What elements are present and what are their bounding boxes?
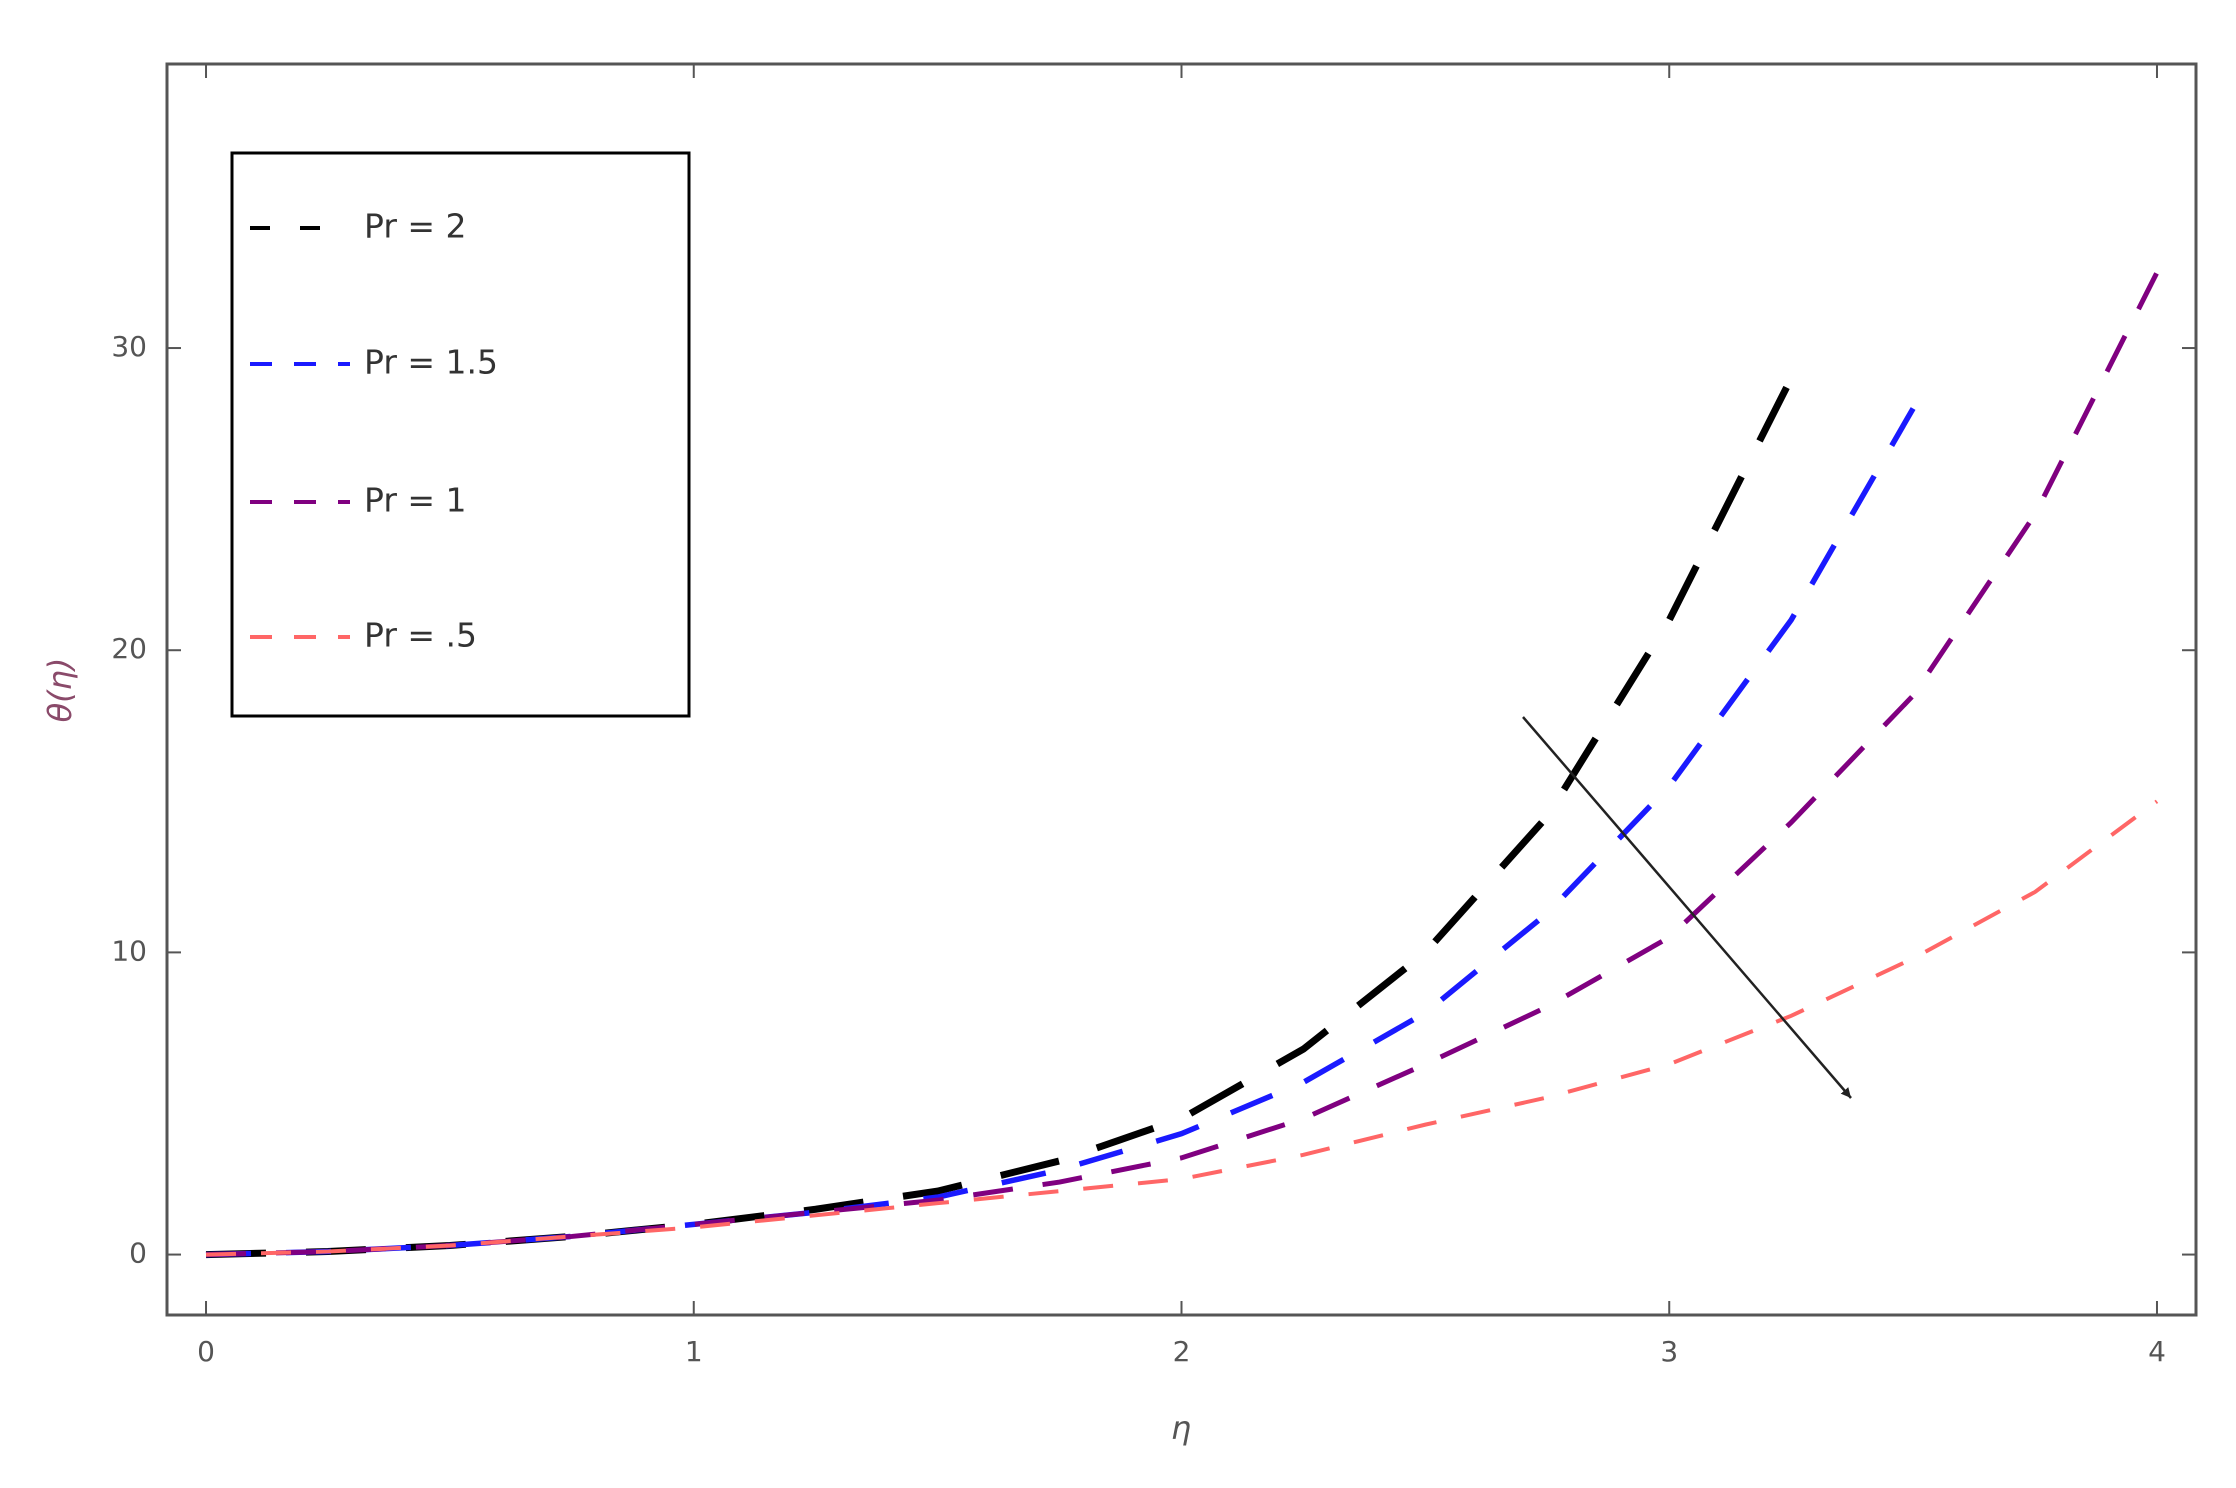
legend-label: Pr = 2 — [364, 207, 467, 246]
series-line — [205, 271, 2160, 1258]
x-tick-label: 1 — [685, 1335, 703, 1368]
x-tick-label: 3 — [1660, 1335, 1678, 1368]
legend-label: Pr = 1.5 — [364, 343, 498, 382]
y-tick-label: 30 — [111, 330, 147, 363]
y-axis-label: θ(η) — [41, 658, 79, 723]
x-axis-label: η — [1171, 1409, 1191, 1447]
x-tick-label: 0 — [197, 1335, 215, 1368]
legend-label: Pr = 1 — [364, 481, 467, 520]
x-tick-label: 2 — [1173, 1335, 1191, 1368]
legend-box — [230, 151, 691, 718]
series-line — [205, 799, 2159, 1257]
legend-label: Pr = .5 — [364, 616, 477, 655]
trend-arrow — [1522, 716, 1852, 1099]
y-tick-label: 20 — [111, 632, 147, 665]
series-line — [205, 376, 1795, 1259]
y-tick-label: 10 — [111, 934, 147, 967]
x-tick-label: 4 — [2148, 1335, 2166, 1368]
y-tick-label: 0 — [129, 1237, 147, 1270]
